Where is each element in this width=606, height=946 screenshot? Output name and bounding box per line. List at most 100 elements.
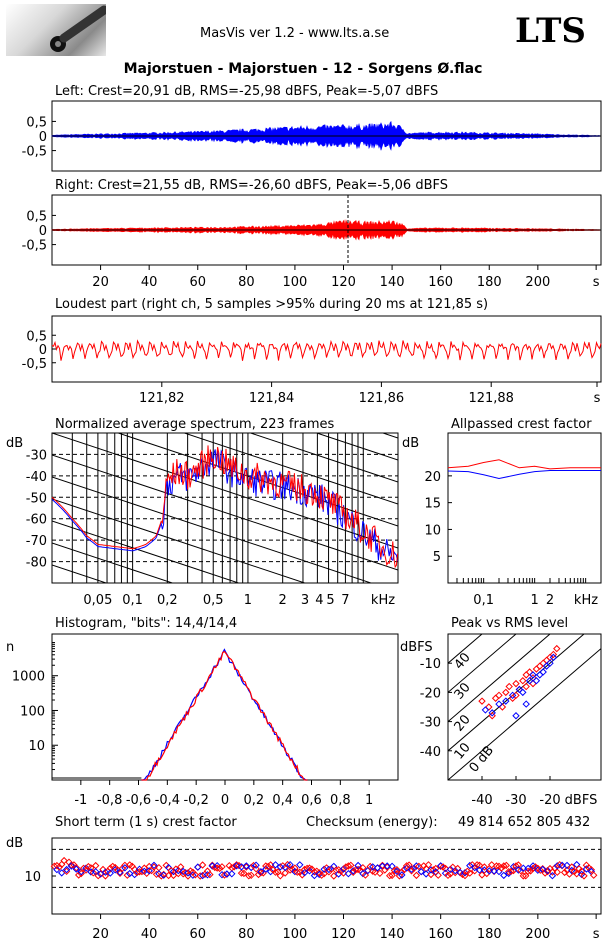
checksum-label: Checksum (energy): [306,815,438,830]
short-term-crest-right-point [283,860,292,869]
histogram-ylabel: n [6,640,14,655]
histogram-xtick: 1 [365,793,373,808]
peak-rms-xtick: -20 [539,793,560,808]
spectrum-slope-line [182,433,398,505]
short-term-crest-left-point [339,865,348,873]
short-term-crest-left-point [145,867,153,875]
short-term-crest-right-point [378,861,387,870]
short-term-crest-left-point [159,871,168,879]
spectrum-xtick: 3 [301,593,309,608]
short-term-crest-right-point [176,863,185,871]
short-term-crest-left-point [325,865,333,874]
waveform-left-ytick: 0,5 [26,115,47,130]
short-term-crest-right-point [514,861,523,869]
histogram-left-series [141,648,308,781]
peak-rms-title: Peak vs RMS level [451,616,568,631]
spectrum-xtick: 2 [279,593,287,608]
peak-rms-left-point [508,691,517,700]
spectrum-slope-line [52,520,241,583]
histogram-xtick: 0,2 [243,793,264,808]
logo-image [6,4,106,56]
short-term-crest-right-point [218,863,226,871]
short-term-crest-right-point [492,862,501,870]
short-term-crest-left-point [101,868,110,876]
short-term-crest-right-point [330,872,338,880]
peak-rms-right-point [549,650,558,659]
short-term-crest-right-point [521,872,530,880]
short-term-crest-right-point [466,869,474,877]
time-axis-tick-label: s [593,275,600,290]
short-term-crest-right-point [434,871,442,879]
spectrum-slope-line [52,631,398,746]
short-term-crest-right-point [500,862,508,870]
short-term-crest-right-point [174,869,183,878]
short-term-crest-right-point [264,862,272,871]
short-term-crest-right-point [577,867,586,875]
peak-rms-right-point [529,679,537,688]
peak-rms-crest-line [448,647,601,780]
short-term-crest-left-point [271,861,280,869]
short-term-crest-right-point [198,861,207,869]
peak-rms-crest-line [448,634,483,664]
short-term-crest-left-point [228,870,236,878]
short-term-crest-right-point [87,864,95,872]
peak-rms-right-point [498,703,507,711]
peak-rms-right-point [512,679,520,688]
peak-rms-right-point [542,656,551,664]
peak-rms-left-point [549,653,558,662]
peak-rms-ytick: -10 [420,657,441,672]
short-term-crest-left-point [383,862,391,870]
loudest-part-signal [51,339,602,361]
short-term-crest-right-point [266,861,275,869]
short-term-crest-left-point [300,868,309,877]
spectrum-ytick: -50 [26,491,47,506]
short-term-crest-left-point [247,863,255,872]
histogram-xtick: -0,4 [155,793,180,808]
waveform-right-ytick: 0,5 [26,209,47,224]
peak-rms-left-point [529,671,537,679]
histogram-title: Histogram, "bits": 14,4/14,4 [55,616,237,631]
short-term-crest-left-point [461,868,469,877]
spectrum-slope-line [52,454,398,571]
short-term-crest-right-point [517,866,525,875]
allpassed-right-series [447,459,601,470]
loudest-part-ytick: 0 [39,343,47,358]
short-term-crest-left-point [548,871,557,880]
peak-rms-crest-label: 10 [452,740,474,762]
short-term-crest-right-point [424,861,433,869]
short-term-crest-right-point [427,870,435,879]
short-term-crest-left-point [281,863,289,872]
short-term-crest-xtick: s [593,927,600,942]
peak-rms-right-point [485,703,493,711]
short-term-crest-right-point [390,866,399,875]
loudest-part-tick-label: 121,86 [359,391,405,406]
spectrum-title: Normalized average spectrum, 223 frames [55,417,334,432]
short-term-crest-left-point [203,871,212,879]
short-term-crest-right-point [276,872,285,880]
peak-rms-left-point [481,706,490,714]
short-term-crest-left-point [242,862,251,870]
histogram-xtick: -0,6 [126,793,151,808]
allpassed-left-series [447,470,601,480]
short-term-crest-right-point [541,869,549,877]
peak-rms-right-point [525,668,534,676]
peak-rms-left-point [522,700,530,708]
allpassed-xtick: 0,1 [473,593,494,608]
spectrum-ytick: -70 [26,534,47,549]
spectrum-slope-line [52,433,398,549]
short-term-crest-left-point [67,862,76,870]
short-term-crest-right-point [101,872,110,880]
peak-rms-frame [447,633,602,781]
short-term-crest-left-point [189,871,197,879]
short-term-crest-right-point [271,868,280,876]
peak-rms-right-point [519,677,527,685]
short-term-crest-xtick: 80 [238,927,255,942]
short-term-crest-right-point [191,871,200,879]
short-term-crest-right-point [298,871,306,879]
short-term-crest-left-point [150,861,158,870]
peak-rms-right-point [532,665,541,673]
peak-rms-ylabel: dBFS [400,640,433,655]
time-axis-tick-label: 20 [92,275,109,290]
spectrum-left-series [51,448,399,562]
short-term-crest-left-point [466,861,474,870]
